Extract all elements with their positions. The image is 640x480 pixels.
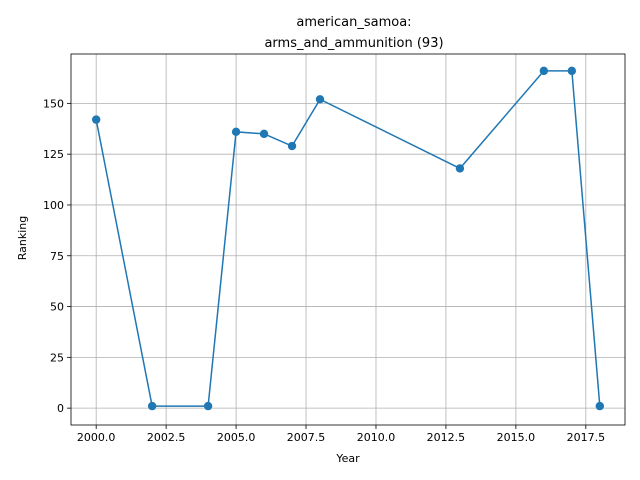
plot-frame <box>70 53 626 426</box>
x-tick-label: 2010.0 <box>357 431 396 444</box>
data-point <box>315 95 325 104</box>
x-tick-label: 2005.0 <box>217 431 256 444</box>
series-line <box>95 70 601 407</box>
y-tick-label: 75 <box>50 250 64 263</box>
x-tick-label: 2000.0 <box>77 431 116 444</box>
data-point <box>595 401 605 411</box>
y-axis-label: Ranking <box>16 216 29 261</box>
y-tick-label: 100 <box>43 199 64 212</box>
x-tick-label: 2015.0 <box>497 431 536 444</box>
y-tick-label: 0 <box>57 402 64 415</box>
data-point <box>147 401 157 411</box>
x-axis-ticks: 2000.0 2002.5 2005.0 2007.5 2010.0 2012.5 2015… <box>77 425 605 444</box>
data-point <box>287 141 297 151</box>
x-axis-label: Year <box>335 452 360 465</box>
chart-title-line-1: american_samoa: <box>296 15 411 30</box>
data-point <box>539 66 549 76</box>
y-tick-label: 50 <box>50 301 64 314</box>
y-tick-label: 150 <box>43 97 64 110</box>
data-point <box>567 66 577 76</box>
x-tick-label: 2012.5 <box>427 431 466 444</box>
chart-title-line-2: arms_and_ammunition (93) <box>264 36 443 51</box>
x-tick-label: 2017.5 <box>567 431 606 444</box>
y-tick-label: 125 <box>43 148 64 161</box>
data-point <box>203 401 213 411</box>
x-tick-label: 2007.5 <box>287 431 326 444</box>
data-point <box>259 129 269 139</box>
data-point <box>91 115 101 124</box>
y-axis-ticks: 0 25 50 75 100 125 150 <box>43 97 71 415</box>
data-point <box>231 127 241 137</box>
y-tick-label: 25 <box>50 351 64 364</box>
x-tick-label: 2002.5 <box>147 431 186 444</box>
series <box>91 66 605 411</box>
grid <box>71 54 625 425</box>
data-point <box>455 164 465 173</box>
